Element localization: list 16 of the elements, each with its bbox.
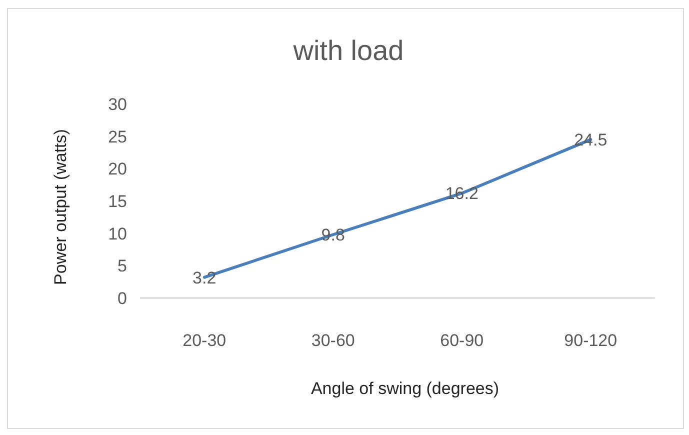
data-label: 24.5 — [574, 130, 608, 150]
x-tick-label: 30-60 — [311, 331, 355, 350]
y-tick-label: 10 — [108, 224, 127, 244]
chart-title: with load — [292, 35, 404, 66]
y-tick-label: 0 — [118, 289, 127, 308]
y-tick-label: 15 — [108, 192, 127, 211]
y-tick-label: 20 — [108, 160, 127, 179]
x-tick-label: 20-30 — [182, 331, 226, 350]
y-tick-label: 30 — [108, 95, 127, 114]
x-tick-label: 90-120 — [564, 331, 618, 350]
y-axis-title: Power output (watts) — [51, 129, 70, 285]
y-tick-label: 25 — [108, 127, 127, 146]
y-tick-label: 5 — [118, 256, 127, 276]
x-tick-label: 60-90 — [440, 331, 484, 350]
x-axis-title: Angle of swing (degrees) — [310, 379, 500, 398]
data-label: 3.2 — [192, 268, 216, 288]
